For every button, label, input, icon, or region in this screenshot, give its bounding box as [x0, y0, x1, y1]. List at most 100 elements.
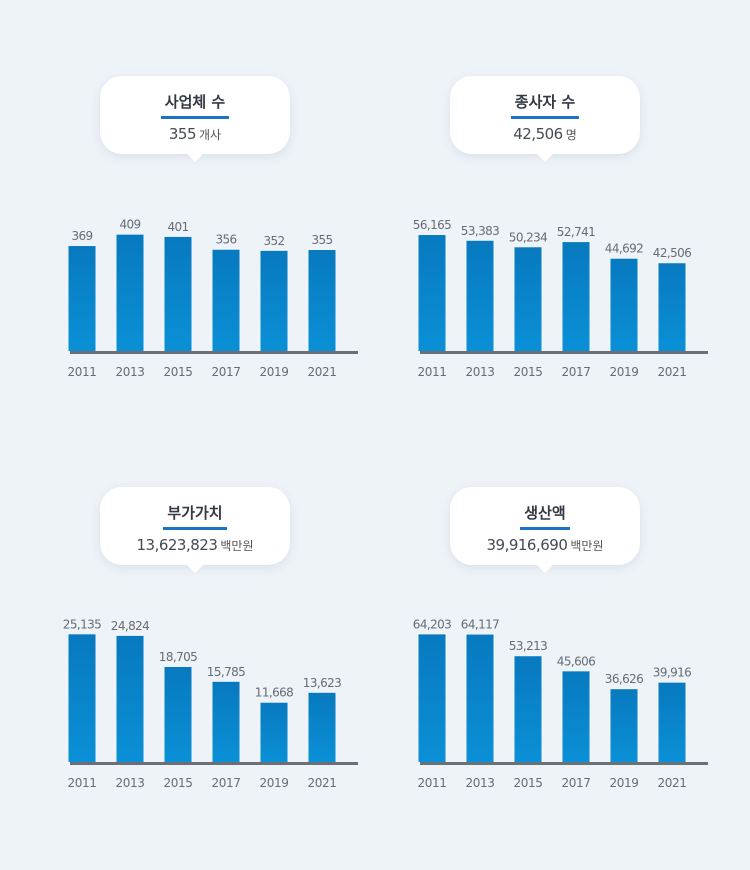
- callout-establishments: 사업체 수 355 개사: [100, 76, 290, 162]
- callout-value: 355 개사: [100, 125, 290, 143]
- callout-production: 생산액 39,916,690 백만원: [450, 487, 640, 573]
- value-label-2011: 56,165: [413, 218, 451, 232]
- baseline: [70, 351, 358, 354]
- callout-title: 생산액: [520, 502, 570, 530]
- bar-2013: [466, 634, 494, 762]
- x-tick-2013: 2013: [116, 776, 145, 790]
- value-label-2013: 409: [119, 218, 140, 232]
- callout-number: 355: [168, 125, 197, 143]
- x-tick-2011: 2011: [418, 365, 447, 379]
- value-label-2011: 64,203: [413, 617, 451, 631]
- x-tick-2013: 2013: [466, 776, 495, 790]
- x-tick-2019: 2019: [260, 365, 289, 379]
- x-tick-2021: 2021: [658, 365, 687, 379]
- callout-number: 13,623,823: [136, 536, 218, 554]
- value-label-2015: 50,234: [509, 230, 547, 244]
- callout-value-added: 부가가치 13,623,823 백만원: [100, 487, 290, 573]
- x-tick-2019: 2019: [610, 776, 639, 790]
- callout-number: 42,506: [513, 125, 563, 143]
- value-label-2017: 15,785: [207, 665, 245, 679]
- bar-2011: [68, 634, 96, 762]
- x-tick-2021: 2021: [308, 365, 337, 379]
- bar-2013: [116, 635, 144, 762]
- value-label-2021: 355: [311, 233, 332, 247]
- callout-title: 종사자 수: [510, 91, 580, 119]
- callout-unit: 명: [565, 128, 577, 142]
- bar-2017: [562, 242, 590, 351]
- bar-2013: [116, 234, 144, 351]
- x-tick-2015: 2015: [164, 365, 193, 379]
- callout-value: 13,623,823 백만원: [100, 536, 290, 554]
- callout-value: 39,916,690 백만원: [450, 536, 640, 554]
- callout-unit: 개사: [199, 128, 222, 142]
- callout-employees: 종사자 수 42,506 명: [450, 76, 640, 162]
- x-tick-2019: 2019: [260, 776, 289, 790]
- panel-production: 생산액 39,916,690 백만원 64,203 2011 64,117 2013 53…: [380, 487, 710, 847]
- baseline: [70, 762, 358, 765]
- bar-2015: [164, 666, 192, 762]
- bar-2021: [658, 682, 686, 762]
- value-label-2021: 39,916: [653, 666, 691, 680]
- value-label-2021: 13,623: [303, 676, 341, 690]
- x-tick-2015: 2015: [164, 776, 193, 790]
- x-tick-2017: 2017: [562, 365, 591, 379]
- bar-2015: [514, 247, 542, 351]
- x-tick-2011: 2011: [68, 365, 97, 379]
- x-tick-2013: 2013: [466, 365, 495, 379]
- x-tick-2013: 2013: [116, 365, 145, 379]
- value-label-2019: 44,692: [605, 242, 643, 256]
- value-label-2015: 401: [167, 220, 188, 234]
- panel-employees: 종사자 수 42,506 명 56,165 2011 53,383 2013 50,234…: [380, 76, 710, 436]
- callout-title: 사업체 수: [160, 91, 230, 119]
- value-label-2017: 45,606: [557, 654, 595, 668]
- value-label-2017: 356: [215, 233, 236, 247]
- baseline: [420, 351, 708, 354]
- bar-2021: [308, 250, 336, 351]
- value-label-2011: 25,135: [63, 617, 101, 631]
- x-tick-2011: 2011: [68, 776, 97, 790]
- x-tick-2011: 2011: [418, 776, 447, 790]
- x-tick-2021: 2021: [308, 776, 337, 790]
- bar-2019: [610, 258, 638, 351]
- bar-2017: [212, 249, 240, 351]
- value-label-2019: 11,668: [255, 686, 293, 700]
- callout-number: 39,916,690: [486, 536, 568, 554]
- value-label-2015: 18,705: [159, 650, 197, 664]
- bar-2021: [658, 263, 686, 351]
- x-tick-2017: 2017: [562, 776, 591, 790]
- x-tick-2019: 2019: [610, 365, 639, 379]
- callout-value: 42,506 명: [450, 125, 640, 143]
- bar-2019: [260, 250, 288, 351]
- callout-unit: 백만원: [220, 539, 254, 553]
- bar-2019: [260, 702, 288, 762]
- bar-2021: [308, 692, 336, 762]
- callout-unit: 백만원: [570, 539, 604, 553]
- x-tick-2017: 2017: [212, 365, 241, 379]
- bar-2015: [514, 656, 542, 762]
- x-tick-2015: 2015: [514, 776, 543, 790]
- value-label-2015: 53,213: [509, 639, 547, 653]
- bar-2019: [610, 689, 638, 762]
- value-label-2011: 369: [71, 229, 92, 243]
- x-tick-2017: 2017: [212, 776, 241, 790]
- x-tick-2015: 2015: [514, 365, 543, 379]
- bar-2013: [466, 240, 494, 351]
- value-label-2013: 64,117: [461, 618, 499, 632]
- bar-2011: [68, 246, 96, 351]
- value-label-2013: 53,383: [461, 224, 499, 238]
- value-label-2017: 52,741: [557, 225, 595, 239]
- bar-chart-value-added: 25,135 2011 24,824 2013 18,705 2015 15,785 2017…: [63, 617, 358, 790]
- bar-chart-establishments: 369 2011 409 2013 401 2015 356 2017 352 2019 355 20…: [68, 218, 358, 379]
- bar-2011: [418, 235, 446, 351]
- panel-establishments: 사업체 수 355 개사 369 2011 409 2013 401 2015 356 2017…: [30, 76, 360, 436]
- bar-2011: [418, 634, 446, 762]
- bar-2017: [212, 681, 240, 762]
- bar-2015: [164, 236, 192, 351]
- callout-title: 부가가치: [163, 502, 227, 530]
- value-label-2019: 352: [263, 234, 284, 248]
- x-tick-2021: 2021: [658, 776, 687, 790]
- bar-chart-employees: 56,165 2011 53,383 2013 50,234 2015 52,741 2017…: [413, 218, 708, 379]
- panel-value-added: 부가가치 13,623,823 백만원 25,135 2011 24,824 2013 1…: [30, 487, 360, 847]
- bar-2017: [562, 671, 590, 762]
- bar-chart-production: 64,203 2011 64,117 2013 53,213 2015 45,606 2017…: [413, 617, 708, 790]
